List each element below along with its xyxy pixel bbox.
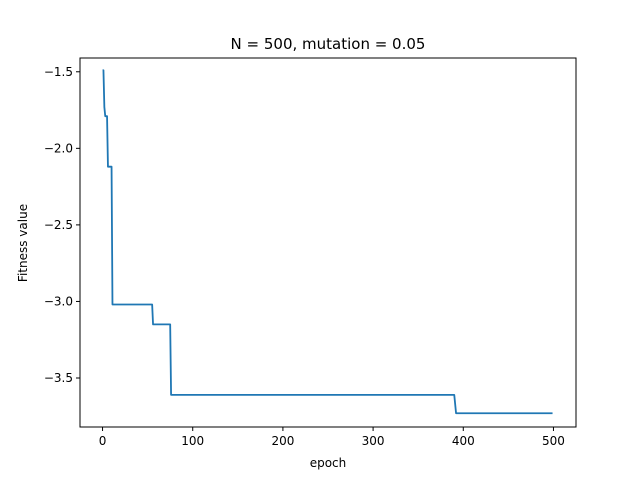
x-tick-label: 100: [181, 434, 204, 448]
x-tick-label: 400: [452, 434, 475, 448]
x-tick-label: 0: [99, 434, 107, 448]
y-axis: −1.5 −2.0 −2.5 −3.0 −3.5: [44, 65, 80, 385]
plot-area: [102, 69, 553, 415]
x-tick-label: 500: [542, 434, 565, 448]
x-tick-label: 200: [271, 434, 294, 448]
y-tick-label: −2.0: [44, 141, 73, 155]
x-axis: 0 100 200 300 400 500: [99, 427, 565, 448]
x-axis-label: epoch: [310, 456, 347, 470]
y-axis-label: Fitness value: [16, 204, 30, 282]
chart-title: N = 500, mutation = 0.05: [231, 35, 426, 53]
y-tick-label: −2.5: [44, 218, 73, 232]
x-tick-label: 300: [362, 434, 385, 448]
y-tick-label: −3.0: [44, 294, 73, 308]
y-tick-label: −1.5: [44, 65, 73, 79]
series-line-0: [102, 69, 553, 415]
axes-frame: [79, 57, 577, 428]
y-tick-label: −3.5: [44, 371, 73, 385]
